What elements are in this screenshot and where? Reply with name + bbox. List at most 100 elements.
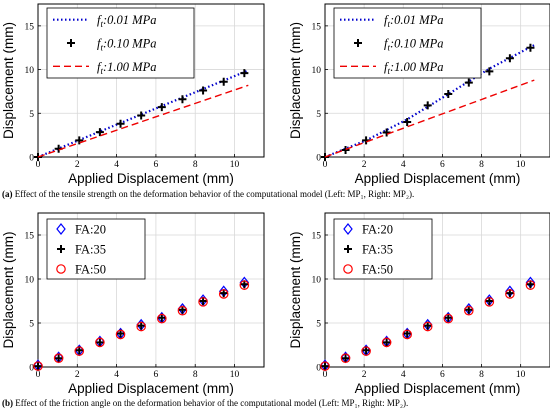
- data-point: [157, 313, 166, 322]
- data-point: [116, 329, 125, 338]
- legend-box: [333, 218, 433, 280]
- data-point: [75, 136, 84, 145]
- legend-label: ft:0.01 MPa: [97, 13, 156, 29]
- legend-label: ft:1.00 MPa: [97, 60, 156, 76]
- data-point: [219, 77, 228, 86]
- data-point: [423, 321, 432, 330]
- chart-panel-a-right: 0 2 4 6 8 10 0 5 10 15 Applied Displacement (mm) Di…: [288, 3, 550, 186]
- legend-label: FA:35: [362, 243, 393, 257]
- y-tick-label: 10: [312, 276, 322, 286]
- y-tick-label: 15: [25, 232, 35, 242]
- caption-a-text: Effect of the tensile strength on the de…: [12, 189, 415, 199]
- legend-swatch: [56, 264, 66, 274]
- data-point: [240, 280, 249, 289]
- plot-frame: [37, 212, 265, 368]
- data-point: [95, 128, 104, 137]
- x-axis-title: Applied Displacement (mm): [355, 381, 521, 396]
- legend: FA:20 FA:35 FA:50: [46, 218, 146, 280]
- series-line: [37, 69, 249, 159]
- legend: ft:0.01 MPa ft:0.10 MPa ft:1.00 MPa: [333, 7, 482, 79]
- x-tick-label: 4: [401, 160, 406, 170]
- caption-b: (b) Effect of the friction angle on the …: [2, 398, 408, 408]
- data-point: [116, 119, 125, 128]
- data-point: [464, 305, 473, 314]
- data-point: [381, 337, 392, 348]
- data-point: [340, 353, 351, 363]
- legend-swatch: [67, 39, 75, 47]
- y-tick-label: 15: [312, 22, 322, 32]
- series-2: [33, 280, 250, 371]
- data-point: [137, 321, 146, 330]
- series-1: [321, 280, 535, 371]
- series-2: [37, 84, 249, 158]
- data-point: [137, 111, 146, 120]
- caption-b-text: Effect of the friction angle on the defo…: [13, 398, 409, 408]
- y-tick-label: 15: [25, 22, 35, 32]
- data-point: [95, 337, 105, 348]
- legend-swatch: [56, 223, 66, 235]
- data-point: [115, 329, 126, 340]
- legend-swatch: [344, 245, 352, 253]
- legend-label: ft:0.10 MPa: [97, 37, 156, 53]
- x-tick-label: 0: [36, 160, 41, 170]
- x-tick-label: 10: [230, 370, 240, 380]
- chart-panel-b-right: 0 2 4 6 8 10 0 5 10 15 Applied Displacement (mm) Di…: [288, 212, 550, 396]
- data-point: [218, 289, 229, 299]
- data-point: [74, 346, 85, 356]
- y-tick-label: 5: [316, 110, 321, 120]
- plot-frame: [324, 212, 550, 368]
- data-point: [464, 78, 473, 87]
- x-tick-label: 4: [114, 160, 119, 170]
- legend-label: ft:0.10 MPa: [384, 37, 443, 53]
- data-point: [95, 338, 104, 347]
- data-point: [53, 353, 64, 363]
- x-tick-label: 6: [440, 160, 445, 170]
- data-point: [526, 43, 535, 52]
- data-point: [362, 346, 371, 355]
- y-axis-title: Displacement (mm): [1, 22, 16, 139]
- y-tick-label: 0: [316, 154, 321, 164]
- caption-a-label: (a): [2, 189, 13, 199]
- data-point: [403, 118, 412, 127]
- y-tick-label: 5: [29, 320, 34, 330]
- x-tick-label: 0: [323, 370, 328, 380]
- data-point: [341, 354, 350, 363]
- data-point: [34, 362, 42, 371]
- x-tick-label: 8: [193, 160, 198, 170]
- data-point: [341, 146, 350, 155]
- legend-label: FA:20: [75, 223, 106, 237]
- y-tick-label: 10: [312, 66, 322, 76]
- y-axis-title: Displacement (mm): [288, 22, 303, 139]
- series-1: [321, 43, 535, 161]
- x-tick-label: 6: [154, 160, 159, 170]
- data-point: [198, 297, 208, 307]
- data-point: [403, 329, 412, 338]
- data-point: [178, 95, 187, 104]
- x-tick-label: 8: [479, 160, 484, 170]
- legend-swatch: [354, 39, 362, 47]
- data-point: [136, 321, 146, 332]
- data-point: [444, 313, 453, 322]
- x-tick-label: 6: [440, 370, 445, 380]
- x-tick-label: 10: [230, 160, 240, 170]
- data-point: [444, 90, 453, 99]
- chart-panel-b-left: 0 2 4 6 8 10 0 5 10 15 Applied Displacement (mm) Di…: [1, 212, 265, 396]
- data-point: [199, 297, 208, 305]
- x-tick-label: 2: [75, 370, 80, 380]
- data-point: [157, 103, 166, 112]
- plot-frame: [324, 3, 550, 158]
- data-point: [199, 86, 208, 95]
- data-point: [505, 289, 514, 298]
- data-point: [320, 361, 330, 371]
- data-point: [240, 69, 249, 78]
- y-tick-label: 5: [29, 110, 34, 120]
- series-2: [320, 280, 536, 371]
- series-line: [324, 79, 535, 158]
- data-point: [505, 54, 514, 63]
- data-point: [422, 321, 433, 332]
- series-1: [34, 280, 249, 371]
- legend-label: ft:0.01 MPa: [384, 13, 443, 29]
- x-tick-label: 2: [362, 370, 367, 380]
- x-axis-title: Applied Displacement (mm): [68, 171, 234, 186]
